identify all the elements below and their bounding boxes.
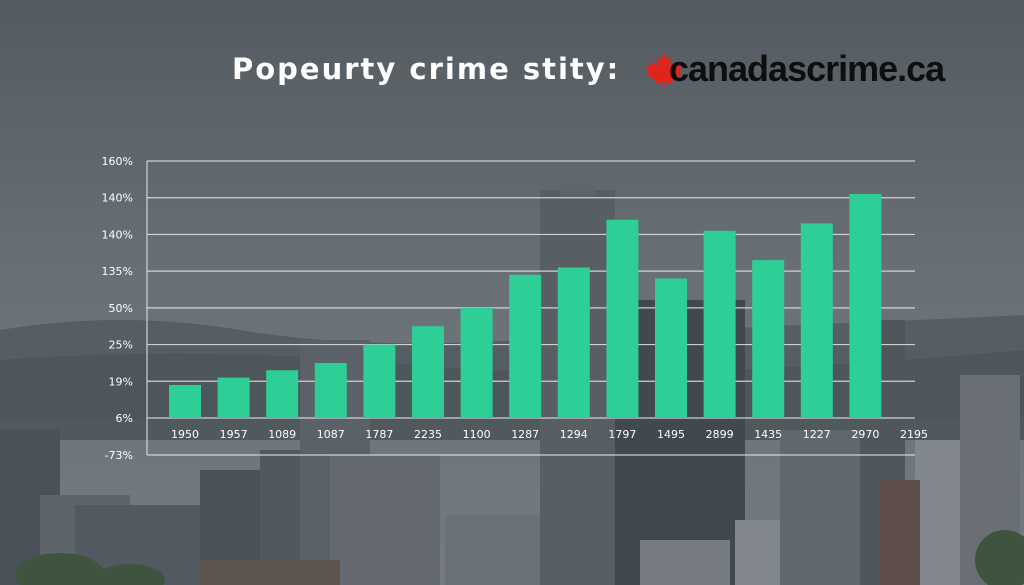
x-tick-label: 1957 [220,428,248,441]
x-tick-label: 1100 [463,428,491,441]
bar [314,362,347,418]
maple-leaf-icon [646,52,682,87]
bar [703,230,736,418]
x-tick-label: 1089 [268,428,296,441]
brand-name: canadascrime.ca [669,48,945,89]
chart-bars [169,194,882,418]
x-axis-tick-labels: 1950 1957 1089 1087 1787 2235 1100 1287 1294 1797… [171,428,928,441]
y-tick-label: 50% [109,302,133,315]
y-tick-label: 19% [109,375,133,388]
x-tick-label: 1950 [171,428,199,441]
y-tick-label: 140% [102,192,133,205]
y-tick-label: 140% [102,228,133,241]
x-tick-label: 1227 [803,428,831,441]
bar [460,307,493,418]
x-tick-label: 1435 [754,428,782,441]
bar [655,278,687,418]
x-tick-label: 1087 [317,428,345,441]
x-tick-label: 2970 [851,428,879,441]
x-tick-label: 1294 [560,428,588,441]
x-tick-label: 2195 [900,428,928,441]
x-tick-label: 2235 [414,428,442,441]
y-axis-tick-labels: 160% 140% 140% 135% 50% 25% 19% 6% -73% [102,155,133,462]
x-tick-label: 1787 [365,428,393,441]
x-tick-label: 1287 [511,428,539,441]
brand-logo[interactable]: canadascrime.ca [645,48,945,89]
x-tick-label: 1797 [608,428,636,441]
y-tick-label: 160% [102,155,133,168]
chart-title: Popeurty crime stity: [232,52,621,86]
y-tick-label: 25% [109,339,133,352]
bar [606,219,639,418]
y-tick-label: 6% [116,412,133,425]
y-tick-label: -73% [105,449,133,462]
x-tick-label: 1495 [657,428,685,441]
bar [752,260,785,418]
bar [412,326,444,418]
bar [800,223,833,418]
x-tick-label: 2899 [706,428,734,441]
bar [217,377,250,418]
bar [849,194,882,418]
bar [509,274,542,418]
bar [266,370,299,418]
bar [363,344,396,418]
y-tick-label: 135% [102,265,133,278]
bar [169,384,201,418]
bar [557,267,590,418]
